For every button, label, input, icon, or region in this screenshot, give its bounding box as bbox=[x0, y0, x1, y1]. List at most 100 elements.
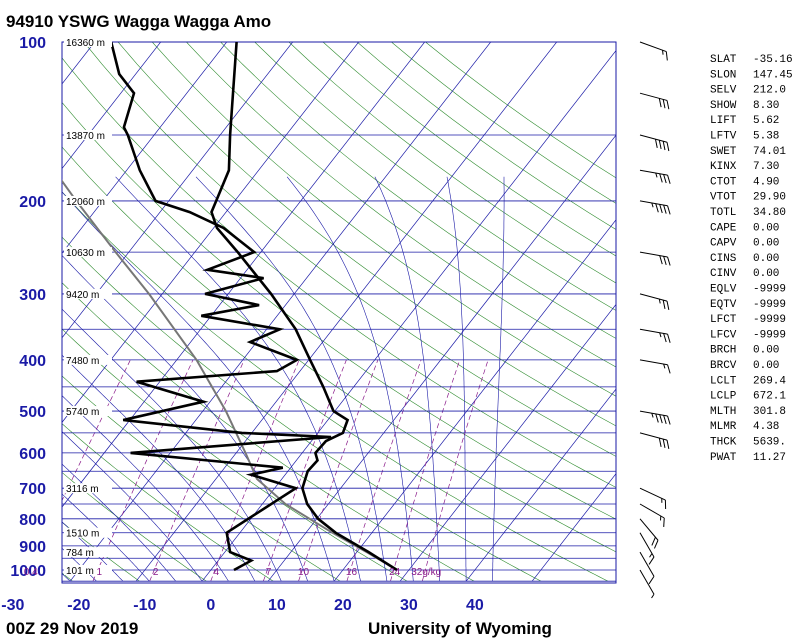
temperature-tick-label: 0 bbox=[206, 597, 215, 614]
moist-adiabat bbox=[62, 463, 176, 582]
index-key: LCLT bbox=[710, 375, 737, 387]
mixing-ratio-line bbox=[298, 359, 379, 582]
wind-barb bbox=[639, 551, 655, 585]
barb-flag bbox=[663, 517, 665, 527]
height-labels: 16360 m 13870 m 12060 m 10630 m 9420 m 7480 m… bbox=[64, 37, 112, 577]
plot-frame bbox=[61, 41, 617, 584]
barb-staff bbox=[639, 432, 668, 441]
height-label-bg bbox=[64, 527, 112, 538]
index-value: 74.01 bbox=[753, 146, 786, 158]
dry-adiabat bbox=[186, 42, 616, 368]
index-value: 4.90 bbox=[753, 176, 779, 188]
mixing-ratio-label: 2 bbox=[153, 567, 159, 578]
index-key: VTOT bbox=[710, 192, 737, 204]
moist-adiabat bbox=[62, 254, 308, 582]
index-key: BRCH bbox=[710, 345, 736, 357]
wind-barb bbox=[639, 432, 670, 450]
index-key: EQLV bbox=[710, 284, 737, 296]
mixing-ratio-label: 32g/kg bbox=[411, 567, 441, 578]
mixing-ratio-line bbox=[210, 359, 300, 582]
moist-adiabat bbox=[62, 431, 203, 582]
index-value: 0.00 bbox=[753, 360, 779, 372]
dry-adiabat bbox=[425, 42, 616, 179]
dry-adiabat bbox=[62, 328, 408, 582]
mixing-ratio-label: 1 bbox=[97, 567, 103, 578]
index-key: SHOW bbox=[710, 100, 737, 112]
wind-barb bbox=[639, 134, 670, 152]
barb-flag bbox=[662, 99, 666, 109]
height-label: 1510 m bbox=[66, 529, 99, 540]
barb-flag bbox=[658, 437, 662, 447]
barb-staff bbox=[639, 200, 668, 207]
temperature-tick-label: 40 bbox=[466, 597, 484, 614]
moist-adiabat bbox=[62, 191, 335, 582]
index-value: -9999 bbox=[753, 314, 786, 326]
isotherm bbox=[333, 219, 616, 582]
barb-flag bbox=[658, 140, 662, 150]
dry-adiabat bbox=[62, 521, 140, 582]
moist-adiabat bbox=[62, 547, 97, 582]
barb-half bbox=[651, 593, 655, 599]
barb-flag bbox=[667, 256, 671, 266]
barb-staff bbox=[639, 359, 668, 366]
dry-adiabat bbox=[62, 236, 542, 582]
isotherm bbox=[135, 42, 558, 582]
wind-barb bbox=[639, 569, 655, 599]
barb-flag bbox=[662, 141, 666, 151]
barb-staff bbox=[639, 410, 668, 417]
barb-half bbox=[649, 553, 653, 558]
wind-barbs bbox=[639, 41, 671, 599]
mixing-ratio-label: 16 bbox=[346, 567, 358, 578]
index-value: -9999 bbox=[753, 299, 786, 311]
isotherm bbox=[62, 42, 294, 339]
wind-barb bbox=[639, 293, 670, 311]
pressure-tick-label: 900 bbox=[19, 539, 46, 556]
index-key: TOTL bbox=[710, 207, 736, 219]
index-key: THCK bbox=[710, 437, 737, 449]
barb-flag bbox=[655, 203, 659, 213]
moist-adiabat bbox=[286, 176, 414, 582]
barb-staff bbox=[639, 569, 655, 595]
index-value: 672.1 bbox=[753, 391, 786, 403]
dry-adiabat bbox=[62, 472, 207, 582]
dry-adiabat bbox=[62, 423, 274, 582]
height-label: 13870 m bbox=[66, 131, 105, 142]
index-value: 301.8 bbox=[753, 406, 786, 418]
barb-staff bbox=[639, 328, 668, 335]
barb-flag bbox=[667, 364, 671, 374]
height-label-bg bbox=[64, 406, 112, 417]
mixing-ratio-label: 7 bbox=[266, 567, 272, 578]
barb-flag bbox=[662, 300, 666, 309]
barb-flag bbox=[667, 205, 671, 215]
isotherm bbox=[62, 42, 162, 170]
dry-adiabat bbox=[62, 146, 616, 553]
index-value: 29.90 bbox=[753, 192, 786, 204]
barb-flag bbox=[666, 100, 670, 110]
barb-half bbox=[658, 298, 661, 304]
height-label-bg bbox=[64, 247, 112, 258]
height-label-bg bbox=[64, 37, 112, 47]
dry-adiabat bbox=[62, 57, 616, 488]
height-label-bg bbox=[64, 354, 112, 365]
mixing-ratio-label: 0.4 bbox=[24, 567, 38, 578]
dry-adiabat bbox=[83, 42, 616, 457]
pressure-tick-label: 1000 bbox=[10, 563, 46, 580]
mixing-ratio-line bbox=[346, 359, 422, 582]
index-value: -35.16 bbox=[753, 54, 793, 66]
barb-half bbox=[662, 50, 664, 55]
height-label: 5740 m bbox=[66, 407, 99, 418]
sounding-time: 00Z 29 Nov 2019 bbox=[6, 619, 138, 638]
indices-table: SLAT -35.16 SLON 147.45 SELV 212.0 SHOW 8.30 LIF… bbox=[710, 54, 793, 464]
barb-flag bbox=[648, 556, 655, 565]
height-label-bg bbox=[64, 195, 112, 206]
barb-flag bbox=[665, 51, 668, 61]
barb-staff bbox=[639, 503, 665, 519]
index-key: CINV bbox=[710, 268, 737, 280]
dry-adiabat bbox=[62, 375, 341, 582]
isotherm bbox=[399, 303, 616, 582]
isotherm bbox=[201, 50, 616, 582]
wind-barb bbox=[639, 359, 671, 374]
mixing-ratio-line bbox=[149, 359, 245, 582]
barb-half bbox=[660, 515, 662, 521]
